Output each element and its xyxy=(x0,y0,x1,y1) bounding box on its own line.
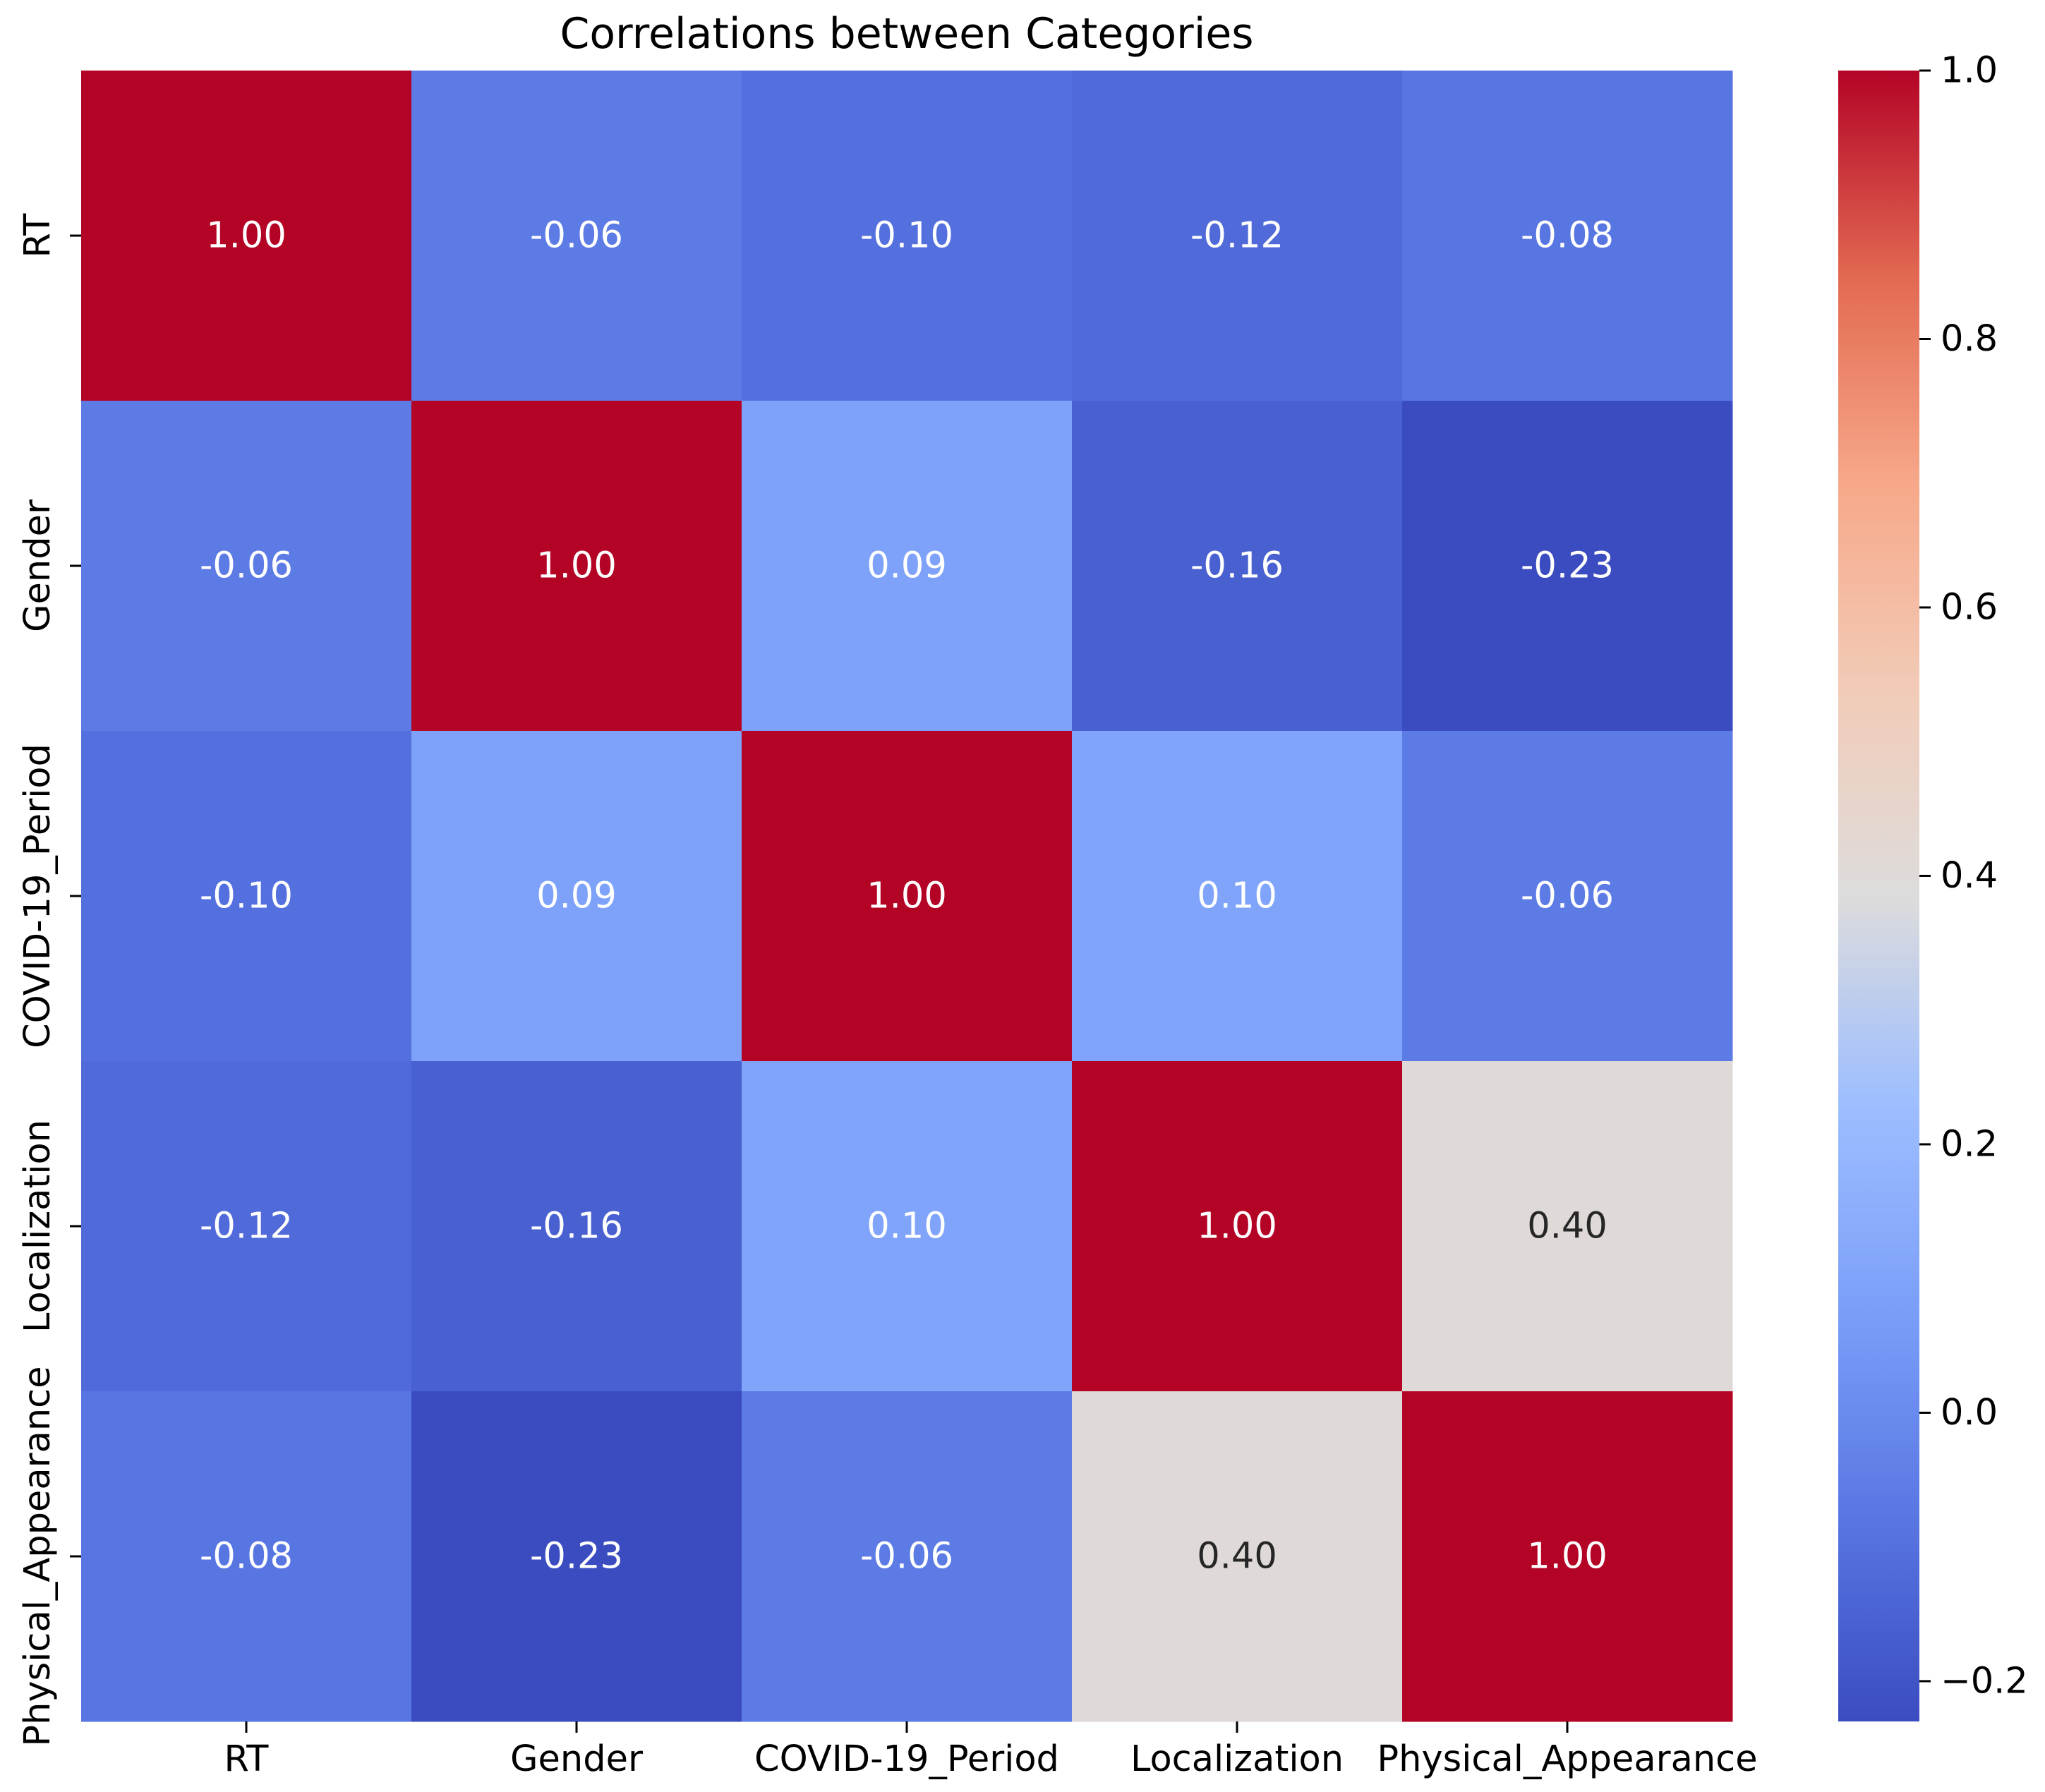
cell-annotation: 0.09 xyxy=(867,545,947,587)
cell-annotation: -0.06 xyxy=(860,1536,953,1578)
y-tick-label-localization: Localization xyxy=(17,1120,59,1333)
cell-annotation: 1.00 xyxy=(206,215,286,257)
colorbar-tick-label: 0.8 xyxy=(1941,318,1998,360)
cell-annotation: 0.10 xyxy=(1197,876,1277,917)
y-axis: RT Gender COVID-19_Period Localization Physi… xyxy=(17,213,81,1747)
heatmap-cell-localization-gender xyxy=(411,1061,742,1392)
cell-annotation: -0.08 xyxy=(1521,215,1614,257)
x-tick-label-covid-19-period: COVID-19_Period xyxy=(754,1738,1059,1780)
cell-annotation: -0.10 xyxy=(860,215,953,257)
heatmap-cell-gender-localization xyxy=(1072,401,1403,732)
heatmap-cell-gender-physical-appearance xyxy=(1402,401,1733,732)
cell-annotation: 0.09 xyxy=(536,876,617,917)
x-axis: RT Gender COVID-19_Period Localization Physi… xyxy=(224,1721,1758,1780)
x-tick-label-rt: RT xyxy=(224,1738,270,1780)
heatmap-cell-covid-19-period-covid-19-period xyxy=(742,731,1073,1062)
cell-annotation: -0.16 xyxy=(1190,545,1284,587)
cell-annotation: -0.12 xyxy=(1190,215,1284,257)
colorbar-tick-label: 0.6 xyxy=(1941,586,1998,628)
cell-annotation: 1.00 xyxy=(867,876,947,917)
x-tick-label-physical-appearance: Physical_Appearance xyxy=(1377,1738,1757,1780)
cell-annotations: 1.00 -0.06 -0.10 -0.12 -0.08 -0.06 1.00 0.09 -0.… xyxy=(200,215,1614,1578)
heatmap-cell-covid-19-period-gender xyxy=(411,731,742,1062)
x-tick-label-localization: Localization xyxy=(1130,1738,1344,1780)
heatmap-cell-rt-rt xyxy=(81,71,412,401)
heatmap-cell-physical-appearance-rt xyxy=(81,1391,412,1722)
colorbar-tick-label: 1.0 xyxy=(1941,50,1998,92)
heatmap-cell-physical-appearance-covid-19-period xyxy=(742,1391,1073,1722)
cell-annotation: 0.10 xyxy=(867,1206,947,1247)
heatmap-cell-covid-19-period-physical-appearance xyxy=(1402,731,1733,1062)
heatmap-cell-physical-appearance-localization xyxy=(1072,1391,1403,1722)
heatmap-cell-covid-19-period-rt xyxy=(81,731,412,1062)
colorbar-tick-label: −0.2 xyxy=(1941,1660,2028,1702)
heatmap-cell-rt-covid-19-period xyxy=(742,71,1073,401)
y-tick-label-covid-19-period: COVID-19_Period xyxy=(17,744,59,1048)
y-tick-label-rt: RT xyxy=(17,213,59,258)
x-tick-label-gender: Gender xyxy=(510,1738,643,1780)
heatmap-cell-localization-covid-19-period xyxy=(742,1061,1073,1392)
cell-annotation: 1.00 xyxy=(536,545,617,587)
heatmap-cell-rt-gender xyxy=(411,71,742,401)
y-tick-label-gender: Gender xyxy=(17,500,59,632)
cell-annotation: -0.23 xyxy=(530,1536,623,1578)
heatmap-cell-gender-rt xyxy=(81,401,412,732)
cell-annotation: 1.00 xyxy=(1527,1536,1607,1578)
cell-annotation: -0.10 xyxy=(200,876,293,917)
heatmap-cell-localization-physical-appearance xyxy=(1402,1061,1733,1392)
colorbar-tick-label: 0.4 xyxy=(1941,855,1998,897)
chart-title: Correlations between Categories xyxy=(560,9,1253,59)
heatmap-cell-gender-covid-19-period xyxy=(742,401,1073,732)
cell-annotation: 1.00 xyxy=(1197,1206,1277,1247)
cell-annotation: -0.06 xyxy=(200,545,293,587)
cell-annotation: -0.12 xyxy=(200,1206,293,1247)
heatmap-cell-physical-appearance-physical-appearance xyxy=(1402,1391,1733,1722)
cell-annotation: -0.06 xyxy=(530,215,623,257)
colorbar: −0.2 0.0 0.2 0.4 0.6 0.8 1.0 xyxy=(1838,50,2028,1721)
heatmap-cell-physical-appearance-gender xyxy=(411,1391,742,1722)
colorbar-gradient xyxy=(1838,71,1919,1721)
cell-annotation: -0.08 xyxy=(200,1536,293,1578)
colorbar-tick-label: 0.2 xyxy=(1941,1123,1998,1165)
heatmap-cell-localization-localization xyxy=(1072,1061,1403,1392)
y-tick-label-physical-appearance: Physical_Appearance xyxy=(17,1366,59,1746)
cell-annotation: 0.40 xyxy=(1527,1206,1607,1247)
heatmap-cell-localization-rt xyxy=(81,1061,412,1392)
cell-annotation: -0.16 xyxy=(530,1206,623,1247)
heatmap-cell-rt-localization xyxy=(1072,71,1403,401)
cell-annotation: 0.40 xyxy=(1197,1536,1277,1578)
cell-annotation: -0.23 xyxy=(1521,545,1614,587)
heatmap-cell-covid-19-period-localization xyxy=(1072,731,1403,1062)
heatmap-cell-gender-gender xyxy=(411,401,742,732)
colorbar-tick-label: 0.0 xyxy=(1941,1392,1998,1434)
heatmap-cells xyxy=(81,71,1733,1722)
cell-annotation: -0.06 xyxy=(1521,876,1614,917)
heatmap-cell-rt-physical-appearance xyxy=(1402,71,1733,401)
